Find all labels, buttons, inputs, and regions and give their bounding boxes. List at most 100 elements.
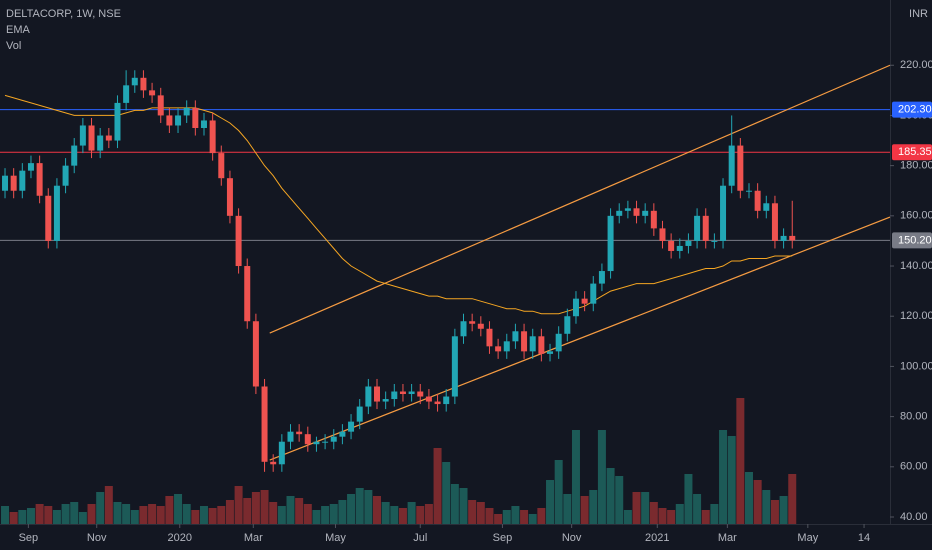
volume-bar [563,494,572,524]
candle-body [564,316,571,334]
candle-body [417,391,424,397]
candle-layer [2,70,796,472]
volume-bar [260,490,269,524]
x-tick-label: 2021 [645,532,669,544]
volume-bar [416,506,425,524]
volume-bar [788,474,797,524]
candle-body [88,125,95,151]
volume-bar [606,468,615,524]
volume-bar [364,490,373,524]
volume-bar [139,506,148,524]
candle-body [149,90,156,96]
volume-bar [182,504,191,524]
volume-bar [243,498,252,524]
candle-body [348,421,355,432]
candle-body [694,215,701,241]
volume-bar [442,462,451,524]
volume-bar [511,506,520,524]
volume-bar [597,430,606,524]
volume-bar [156,506,165,524]
candle-body [538,336,545,354]
candle-body [71,145,78,166]
volume-bar [571,430,580,524]
volume-bar [321,506,330,524]
volume-bar [407,502,416,524]
volume-bar [727,436,736,524]
axis-layer: 40.00 60.00 80.00 100.00 120.00 140.00 160.00 1… [19,59,932,544]
volume-bar [580,496,589,524]
x-tick-label: May [325,532,346,544]
candle-body [521,331,528,352]
candle-body [581,298,588,304]
candle-body [287,431,294,442]
volume-bar [779,496,788,524]
price-level-label: 185.35 [898,146,932,158]
candle-body [789,235,796,241]
candle-body [36,163,43,196]
candle-body [659,228,666,241]
volume-bar [494,514,503,524]
volume-bar [174,494,183,524]
candle-body [244,266,251,322]
candle-body [555,333,562,352]
volume-bar [35,504,44,524]
volume-bar [347,494,356,524]
trendline [269,216,891,461]
candle-body [79,125,86,146]
volume-bar [18,510,27,524]
candle-body [356,406,363,422]
y-tick-label: 60.00 [900,461,928,473]
volume-bar [61,504,70,524]
volume-bar [684,474,693,524]
price-level-tag [892,144,932,161]
volume-bar [632,492,641,524]
candle-body [624,208,631,211]
candle-body [503,341,510,352]
candle-body [668,240,675,251]
volume-bar [96,492,105,524]
candle-body [711,240,718,242]
volume-bar [398,508,407,524]
candle-body [226,178,233,216]
volume-bar [468,500,477,524]
candle-body [745,190,752,192]
candle-body [477,323,484,329]
y-tick-label: 40.00 [900,511,928,523]
candle-body [209,120,216,154]
candle-body [53,185,60,241]
x-tick-label: Mar [244,532,263,544]
volume-bar [693,494,702,524]
volume-bar [649,502,658,524]
candle-body [486,328,493,347]
volume-bar [52,510,61,524]
candle-body [469,321,476,324]
candle-body [313,441,320,445]
volume-bar [87,504,96,524]
volume-bar [744,472,753,524]
x-tick-label: 14 [858,532,870,544]
x-tick-label: Nov [87,532,107,544]
y-tick-label: 100.00 [900,360,932,372]
volume-bar [762,490,771,524]
y-tick-label: 180.00 [900,160,932,172]
candle-body [183,107,190,116]
volume-bar [390,506,399,524]
volume-bar [303,504,312,524]
candle-body [304,434,311,445]
candle-body [572,298,579,317]
volume-bar [537,508,546,524]
volume-bar [78,512,87,524]
volume-bar [251,492,260,524]
candle-body [616,210,623,216]
candle-body [443,396,450,405]
candle-body [131,77,138,86]
y-tick-label: 80.00 [900,411,928,423]
volume-bar [269,502,278,524]
candle-body [650,210,657,229]
volume-bar [589,490,598,524]
volume-bar [770,500,779,524]
candle-body [642,210,649,216]
x-tick-label: Mar [718,532,737,544]
volume-bar [295,498,304,524]
